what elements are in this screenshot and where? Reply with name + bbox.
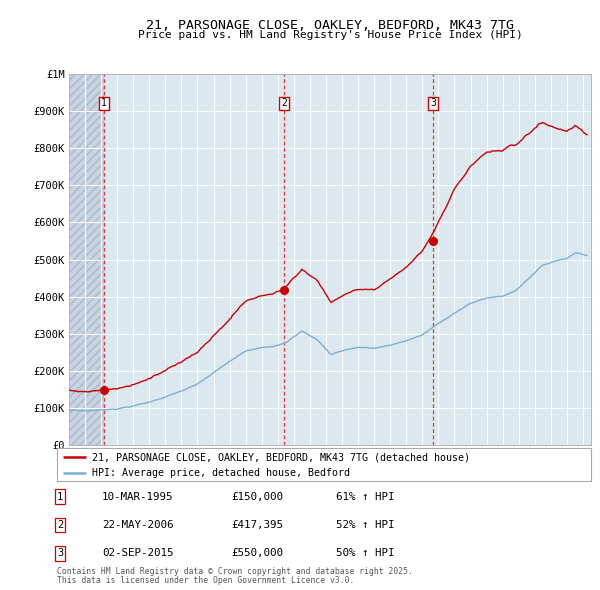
Text: 61% ↑ HPI: 61% ↑ HPI xyxy=(336,492,395,502)
Text: 02-SEP-2015: 02-SEP-2015 xyxy=(102,549,173,558)
Text: 52% ↑ HPI: 52% ↑ HPI xyxy=(336,520,395,530)
Text: HPI: Average price, detached house, Bedford: HPI: Average price, detached house, Bedf… xyxy=(92,468,350,478)
Text: £150,000: £150,000 xyxy=(231,492,283,502)
Text: 3: 3 xyxy=(430,99,436,109)
Text: Price paid vs. HM Land Registry's House Price Index (HPI): Price paid vs. HM Land Registry's House … xyxy=(137,30,523,40)
Text: £550,000: £550,000 xyxy=(231,549,283,558)
Bar xyxy=(69,74,104,445)
Text: £417,395: £417,395 xyxy=(231,520,283,530)
Text: 21, PARSONAGE CLOSE, OAKLEY, BEDFORD, MK43 7TG (detached house): 21, PARSONAGE CLOSE, OAKLEY, BEDFORD, MK… xyxy=(92,452,470,462)
Text: 50% ↑ HPI: 50% ↑ HPI xyxy=(336,549,395,558)
Text: 22-MAY-2006: 22-MAY-2006 xyxy=(102,520,173,530)
Text: 10-MAR-1995: 10-MAR-1995 xyxy=(102,492,173,502)
Text: 2: 2 xyxy=(57,520,63,530)
Text: 2: 2 xyxy=(281,99,287,109)
Text: 1: 1 xyxy=(101,99,107,109)
Text: Contains HM Land Registry data © Crown copyright and database right 2025.: Contains HM Land Registry data © Crown c… xyxy=(57,568,413,576)
Bar xyxy=(69,74,104,445)
Text: 21, PARSONAGE CLOSE, OAKLEY, BEDFORD, MK43 7TG: 21, PARSONAGE CLOSE, OAKLEY, BEDFORD, MK… xyxy=(146,19,514,32)
Text: 1: 1 xyxy=(57,492,63,502)
Text: 3: 3 xyxy=(57,549,63,558)
Text: This data is licensed under the Open Government Licence v3.0.: This data is licensed under the Open Gov… xyxy=(57,576,355,585)
